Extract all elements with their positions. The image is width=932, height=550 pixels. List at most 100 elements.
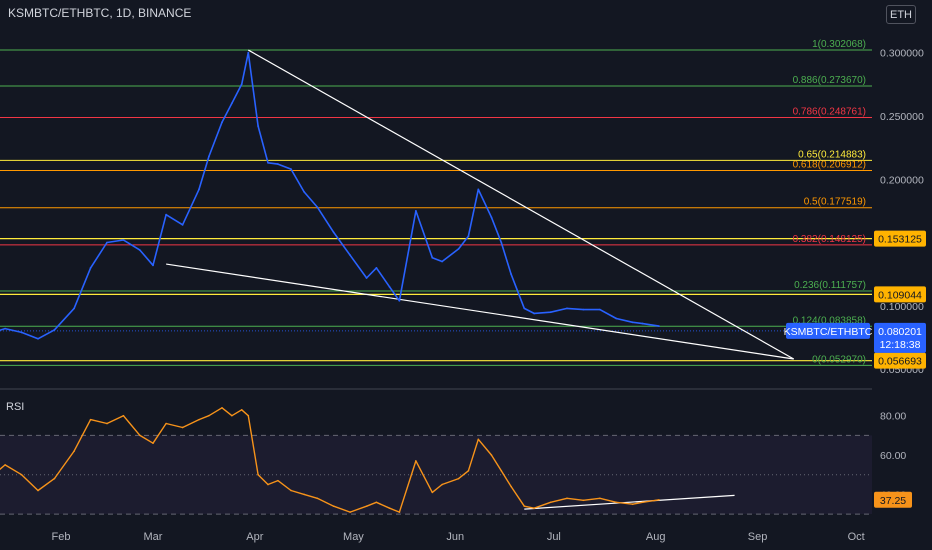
x-axis-tick-label: Sep [748, 531, 768, 543]
rsi-point [388, 507, 391, 509]
rsi-point [4, 464, 6, 466]
trend-line [247, 49, 795, 360]
x-axis-tick-label: Jul [547, 531, 561, 543]
rsi-point [37, 489, 39, 492]
price-point [398, 299, 401, 302]
price-point [89, 266, 92, 269]
price-point [582, 308, 585, 311]
fib-level-label: 0.236(0.111757) [794, 280, 866, 291]
x-axis-tick-label: Apr [246, 531, 263, 543]
rsi-point [303, 493, 305, 496]
price-point [658, 325, 660, 327]
rsi-point [615, 501, 618, 504]
price-point [349, 254, 352, 257]
price-tag [874, 286, 926, 303]
x-axis-tick-label: Jun [446, 531, 464, 543]
price-point [457, 247, 460, 250]
price-point [247, 51, 250, 54]
price-point [152, 264, 154, 267]
price-point [122, 239, 125, 241]
rsi-point [582, 499, 585, 502]
price-point [615, 317, 618, 320]
price-tag-label: 0.056693 [878, 356, 922, 368]
x-axis-tick-label: Feb [52, 531, 71, 543]
fib-level-label: 0(0.052970) [812, 354, 866, 365]
rsi-value-label: 37.25 [880, 495, 906, 507]
fib-level-label: 0.65(0.214883) [798, 149, 866, 160]
rsi-point [53, 477, 56, 480]
x-axis-tick-label: Aug [646, 531, 666, 543]
rsi-point [441, 483, 443, 486]
fib-level-label: 0.382(0.148125) [793, 234, 866, 245]
rsi-trend-line [524, 494, 735, 510]
last-price-countdown: 12:18:38 [880, 339, 921, 351]
x-axis-tick-label: Mar [144, 531, 163, 543]
rsi-point [457, 477, 460, 480]
rsi-point [89, 418, 92, 421]
price-series-line [0, 51, 660, 340]
price-tag-label: 0.153125 [878, 234, 922, 246]
price-point [257, 125, 260, 127]
price-point [290, 168, 292, 171]
rsi-point [277, 479, 279, 482]
rsi-point [165, 422, 167, 425]
price-point [641, 322, 644, 325]
price-point [533, 312, 536, 315]
price-point [207, 155, 210, 158]
price-tag [874, 230, 926, 247]
price-point [388, 285, 391, 288]
rsi-point [549, 501, 552, 504]
fib-level-label: 0.786(0.248761) [793, 107, 866, 118]
price-point [631, 321, 634, 324]
fib-level-label: 1(0.302068) [812, 39, 866, 50]
rsi-point [267, 483, 269, 486]
price-point [490, 216, 493, 219]
fib-level-label: 0.618(0.206912) [793, 160, 866, 171]
currency-button[interactable]: ETH [886, 5, 916, 24]
rsi-point [415, 460, 417, 462]
price-point [4, 327, 7, 330]
price-point [106, 241, 108, 244]
rsi-point [510, 485, 512, 488]
rsi-value-tag [874, 491, 912, 508]
rsi-point [523, 505, 526, 507]
price-point [73, 307, 76, 310]
y-axis-tick-label: 0.100000 [880, 301, 924, 313]
price-point [276, 163, 279, 165]
price-point [375, 266, 378, 269]
rsi-point [73, 450, 75, 452]
trend-line [166, 263, 794, 360]
y-axis-tick-label: 0.300000 [880, 48, 924, 60]
rsi-point [139, 434, 141, 437]
rsi-point [375, 501, 378, 504]
chart-title: KSMBTC/ETHBTC, 1D, BINANCE [8, 6, 192, 20]
rsi-point [240, 408, 243, 411]
rsi-point [20, 473, 23, 476]
fib-level-label: 0.124(0.083858) [793, 315, 866, 326]
rsi-axis-tick-label: 80.00 [880, 411, 906, 423]
rsi-point [533, 507, 535, 509]
price-point [37, 337, 39, 340]
rsi-point [198, 418, 200, 421]
rsi-point [290, 489, 292, 492]
x-axis-tick-label: May [343, 531, 364, 543]
rsi-point [257, 473, 259, 476]
price-point [477, 188, 480, 191]
rsi-point [490, 454, 493, 456]
price-point [240, 83, 243, 86]
price-point [510, 273, 513, 276]
y-axis-tick-label: 0.200000 [880, 174, 924, 186]
price-point [267, 161, 269, 164]
fib-level-label: 0.886(0.273670) [793, 75, 866, 86]
x-axis-tick-label: Oct [848, 531, 865, 543]
price-point [467, 235, 470, 238]
rsi-point [500, 469, 503, 472]
rsi-point [181, 426, 184, 429]
price-point [414, 209, 417, 212]
price-point [165, 213, 168, 216]
rsi-point [208, 414, 210, 417]
rsi-point [332, 505, 335, 507]
y-axis-tick-label: 0.250000 [880, 111, 924, 123]
rsi-point [247, 414, 250, 417]
